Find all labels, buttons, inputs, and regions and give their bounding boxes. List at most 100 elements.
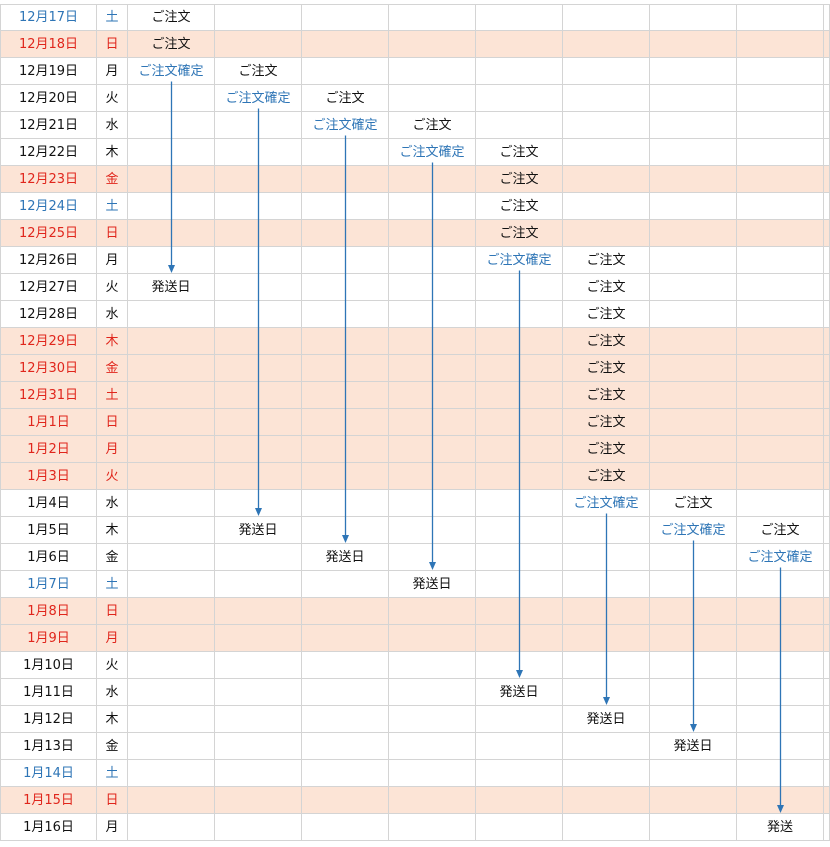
empty-cell[interactable]: [824, 328, 830, 355]
order-cell[interactable]: [302, 409, 389, 436]
date-cell[interactable]: 12月19日: [0, 58, 97, 85]
order-cell[interactable]: [302, 355, 389, 382]
date-cell[interactable]: 12月17日: [0, 4, 97, 31]
order-cell[interactable]: [389, 625, 476, 652]
order-cell[interactable]: [215, 490, 302, 517]
order-cell[interactable]: [389, 409, 476, 436]
date-cell[interactable]: 12月25日: [0, 220, 97, 247]
order-cell[interactable]: [563, 625, 650, 652]
order-cell[interactable]: [737, 463, 824, 490]
order-cell[interactable]: [302, 247, 389, 274]
order-cell[interactable]: 発送日: [389, 571, 476, 598]
weekday-cell[interactable]: 土: [97, 760, 128, 787]
empty-cell[interactable]: [824, 274, 830, 301]
order-cell[interactable]: ご注文確定: [215, 85, 302, 112]
date-cell[interactable]: 12月29日: [0, 328, 97, 355]
order-cell[interactable]: [302, 193, 389, 220]
weekday-cell[interactable]: 月: [97, 814, 128, 841]
order-cell[interactable]: [650, 247, 737, 274]
order-cell[interactable]: ご注文: [563, 463, 650, 490]
order-cell[interactable]: [302, 301, 389, 328]
order-cell[interactable]: [563, 58, 650, 85]
order-cell[interactable]: [215, 706, 302, 733]
order-cell[interactable]: [389, 85, 476, 112]
date-cell[interactable]: 1月14日: [0, 760, 97, 787]
order-cell[interactable]: [737, 301, 824, 328]
order-cell[interactable]: [389, 544, 476, 571]
order-cell[interactable]: [563, 814, 650, 841]
order-cell[interactable]: [650, 706, 737, 733]
order-cell[interactable]: [128, 517, 215, 544]
order-cell[interactable]: [389, 679, 476, 706]
order-cell[interactable]: [650, 436, 737, 463]
date-cell[interactable]: 1月16日: [0, 814, 97, 841]
date-cell[interactable]: 12月31日: [0, 382, 97, 409]
date-cell[interactable]: 12月21日: [0, 112, 97, 139]
order-cell[interactable]: [737, 4, 824, 31]
empty-cell[interactable]: [824, 193, 830, 220]
order-cell[interactable]: [128, 733, 215, 760]
order-cell[interactable]: ご注文確定: [737, 544, 824, 571]
order-cell[interactable]: [389, 382, 476, 409]
empty-cell[interactable]: [824, 625, 830, 652]
weekday-cell[interactable]: 水: [97, 679, 128, 706]
order-cell[interactable]: [389, 301, 476, 328]
empty-cell[interactable]: [824, 517, 830, 544]
order-cell[interactable]: [563, 679, 650, 706]
date-cell[interactable]: 1月9日: [0, 625, 97, 652]
order-cell[interactable]: [302, 652, 389, 679]
order-cell[interactable]: [302, 166, 389, 193]
order-cell[interactable]: [563, 112, 650, 139]
order-cell[interactable]: [650, 166, 737, 193]
order-cell[interactable]: [476, 301, 563, 328]
order-cell[interactable]: [128, 193, 215, 220]
order-cell[interactable]: [737, 355, 824, 382]
order-cell[interactable]: ご注文: [128, 4, 215, 31]
weekday-cell[interactable]: 水: [97, 301, 128, 328]
order-cell[interactable]: [737, 166, 824, 193]
order-cell[interactable]: [302, 733, 389, 760]
order-cell[interactable]: ご注文: [563, 409, 650, 436]
order-cell[interactable]: ご注文確定: [302, 112, 389, 139]
empty-cell[interactable]: [824, 220, 830, 247]
date-cell[interactable]: 1月1日: [0, 409, 97, 436]
weekday-cell[interactable]: 土: [97, 4, 128, 31]
order-cell[interactable]: 発送日: [128, 274, 215, 301]
order-cell[interactable]: [215, 652, 302, 679]
weekday-cell[interactable]: 土: [97, 571, 128, 598]
order-cell[interactable]: [563, 571, 650, 598]
order-cell[interactable]: [215, 760, 302, 787]
order-cell[interactable]: ご注文: [476, 193, 563, 220]
order-cell[interactable]: 発送: [737, 814, 824, 841]
order-cell[interactable]: [563, 193, 650, 220]
order-cell[interactable]: [302, 760, 389, 787]
order-cell[interactable]: [128, 679, 215, 706]
order-cell[interactable]: [389, 247, 476, 274]
weekday-cell[interactable]: 金: [97, 166, 128, 193]
order-cell[interactable]: [737, 490, 824, 517]
order-cell[interactable]: [302, 31, 389, 58]
order-cell[interactable]: [650, 760, 737, 787]
weekday-cell[interactable]: 火: [97, 85, 128, 112]
order-cell[interactable]: [650, 652, 737, 679]
order-cell[interactable]: [215, 139, 302, 166]
order-cell[interactable]: [563, 166, 650, 193]
order-cell[interactable]: [563, 733, 650, 760]
order-cell[interactable]: [302, 4, 389, 31]
order-cell[interactable]: [476, 274, 563, 301]
order-cell[interactable]: [737, 571, 824, 598]
empty-cell[interactable]: [824, 4, 830, 31]
empty-cell[interactable]: [824, 382, 830, 409]
order-cell[interactable]: [389, 490, 476, 517]
empty-cell[interactable]: [824, 544, 830, 571]
order-cell[interactable]: [302, 706, 389, 733]
order-cell[interactable]: [389, 31, 476, 58]
date-cell[interactable]: 1月12日: [0, 706, 97, 733]
order-cell[interactable]: [302, 598, 389, 625]
weekday-cell[interactable]: 日: [97, 787, 128, 814]
weekday-cell[interactable]: 日: [97, 409, 128, 436]
order-cell[interactable]: [389, 328, 476, 355]
order-cell[interactable]: ご注文: [563, 355, 650, 382]
order-cell[interactable]: [737, 625, 824, 652]
order-cell[interactable]: ご注文: [389, 112, 476, 139]
